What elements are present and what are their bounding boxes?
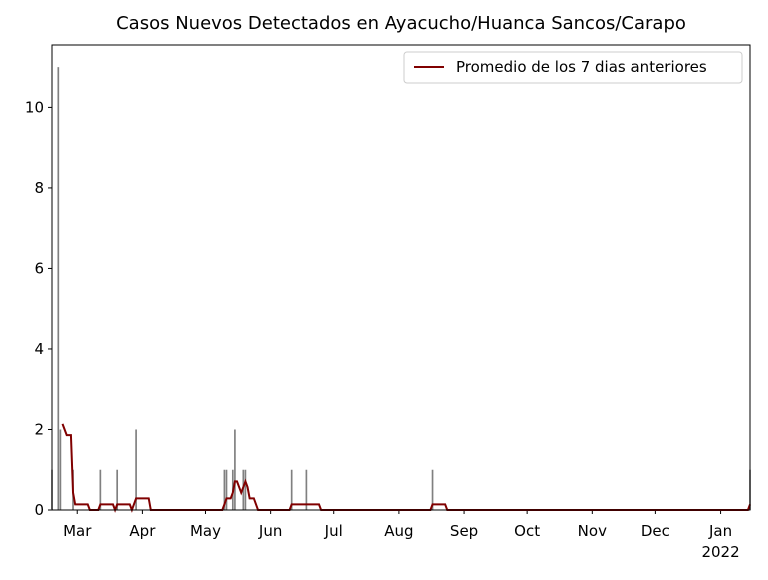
x-tick-label: Jul	[324, 522, 343, 540]
bar	[234, 429, 236, 510]
bar	[225, 469, 228, 510]
chart-title: Casos Nuevos Detectados en Ayacucho/Huan…	[116, 13, 686, 34]
bar	[223, 469, 226, 510]
bar	[116, 469, 119, 510]
y-tick-label: 4	[34, 340, 44, 358]
x-tick-label: Jun	[258, 522, 282, 540]
bar	[244, 469, 247, 510]
line	[61, 423, 751, 513]
x-tick-label: May	[190, 522, 221, 540]
x-tick-label: Dec	[641, 522, 670, 540]
legend-box	[403, 51, 743, 84]
bar	[57, 67, 60, 511]
legend-label: Promedio de los 7 dias anteriores	[456, 58, 707, 76]
x-tick-label: Oct	[514, 522, 540, 540]
bar	[99, 469, 102, 510]
bar	[305, 469, 308, 510]
plot-frame	[51, 44, 751, 511]
x-tick-label: Aug	[384, 522, 413, 540]
y-tick-label: 0	[34, 501, 44, 519]
x-tick-label: Apr	[129, 522, 156, 540]
bar	[59, 429, 62, 510]
bar	[431, 469, 434, 510]
y-tick-label: 8	[34, 179, 44, 197]
y-tick-label: 10	[25, 98, 44, 116]
x-tick-label: Nov	[578, 522, 607, 540]
x-tick-label: Sep	[450, 522, 478, 540]
bar	[290, 469, 293, 510]
y-tick-label: 6	[34, 259, 44, 277]
x-tick-label: Mar	[63, 522, 92, 540]
x-tick-label: Jan 2022	[701, 522, 739, 561]
bar	[135, 429, 137, 510]
y-tick-label: 2	[34, 420, 44, 438]
